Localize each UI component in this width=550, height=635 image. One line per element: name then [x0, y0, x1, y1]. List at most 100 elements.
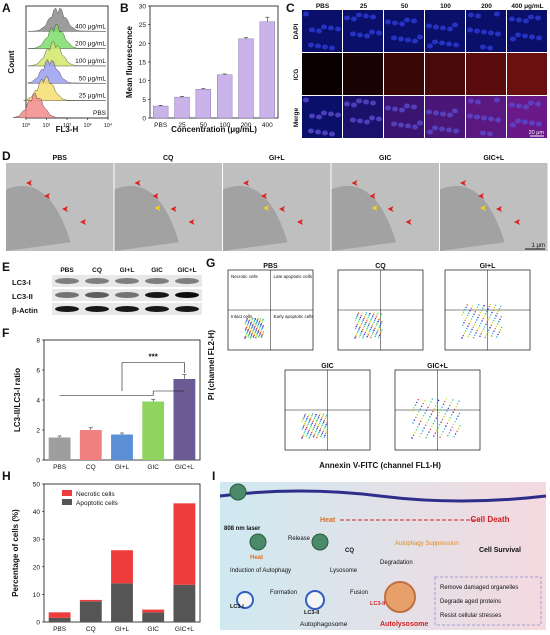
nucleus	[329, 131, 335, 137]
event-dot	[325, 423, 327, 426]
event-dot	[313, 434, 315, 436]
event-dot	[412, 422, 414, 424]
lc3ii-label: LC3-II	[304, 610, 320, 616]
event-dot	[489, 327, 491, 329]
event-dot	[461, 313, 464, 316]
event-dot	[363, 325, 365, 327]
event-dot	[357, 314, 359, 316]
event-dot	[309, 435, 311, 437]
event-dot	[487, 308, 489, 310]
event-dot	[311, 422, 313, 424]
event-dot	[359, 326, 361, 328]
event-dot	[314, 415, 316, 418]
event-dot	[441, 418, 444, 421]
nucleus	[412, 38, 418, 44]
x-axis-title: Concentration (μg/mL)	[171, 125, 257, 134]
event-dot	[354, 327, 357, 329]
event-dot	[455, 406, 457, 408]
red-arrow	[460, 180, 466, 186]
event-dot	[483, 315, 486, 317]
nucleus	[356, 12, 362, 18]
lc3ii-label: LC3-II	[370, 601, 386, 607]
nucleus	[370, 14, 376, 20]
event-dot	[318, 422, 321, 424]
y-tick-label: 0	[142, 116, 146, 123]
event-dot	[475, 332, 477, 334]
event-dot	[307, 414, 310, 416]
histogram-curve	[27, 24, 107, 49]
event-dot	[362, 319, 364, 321]
event-dot	[307, 431, 310, 433]
histogram-label: 100 μg/mL	[75, 58, 106, 65]
event-dot	[411, 410, 414, 412]
event-dot	[321, 417, 323, 419]
event-dot	[255, 335, 258, 337]
nucleus	[329, 45, 335, 51]
event-dot	[427, 419, 430, 421]
nucleus	[529, 34, 535, 40]
event-dot	[370, 319, 372, 321]
event-dot	[259, 319, 261, 321]
nucleus	[322, 44, 328, 50]
event-dot	[494, 328, 496, 330]
y-axis-title: PI (channel FL2-H)	[207, 330, 216, 401]
event-dot	[453, 436, 455, 438]
event-dot	[247, 330, 249, 332]
nucleus	[308, 128, 314, 134]
cq-label: CQ	[345, 548, 354, 554]
event-dot	[250, 334, 253, 336]
event-dot	[496, 323, 499, 325]
red-arrow	[80, 219, 86, 225]
event-dot	[316, 427, 318, 429]
blot-band	[145, 278, 169, 284]
event-dot	[488, 306, 490, 308]
event-dot	[260, 330, 262, 332]
event-dot	[259, 327, 261, 329]
event-dot	[307, 423, 309, 425]
event-dot	[466, 304, 468, 306]
nucleus	[480, 44, 486, 50]
event-dot	[420, 432, 422, 435]
nucleus	[468, 12, 474, 18]
event-dot	[262, 324, 264, 327]
event-dot	[455, 418, 458, 420]
stacked-bar-segment	[173, 584, 196, 622]
nucleus	[432, 125, 438, 131]
event-dot	[312, 420, 314, 423]
event-dot	[418, 411, 420, 413]
event-dot	[255, 323, 257, 325]
event-dot	[367, 334, 369, 336]
event-dot	[252, 336, 255, 338]
autophagosome-label: Autophagosome	[300, 621, 348, 628]
induction-label: Induction of Autophagy	[230, 568, 291, 574]
nucleus	[376, 116, 382, 122]
histogram-label: 400 μg/mL	[75, 23, 106, 30]
event-dot	[468, 312, 470, 314]
y-tick-label: 30	[139, 4, 147, 11]
event-dot	[306, 432, 309, 435]
event-dot	[414, 404, 417, 406]
nucleus	[432, 39, 438, 45]
stacked-bar-segment	[48, 612, 71, 618]
event-dot	[305, 427, 308, 429]
event-dot	[492, 332, 494, 335]
column-label: CQ	[163, 155, 174, 162]
nucleus	[536, 121, 542, 127]
event-dot	[470, 307, 472, 310]
event-dot	[309, 418, 312, 420]
event-dot	[367, 326, 369, 328]
event-dot	[253, 327, 255, 329]
event-dot	[244, 337, 246, 339]
event-dot	[253, 333, 256, 335]
event-dot	[372, 331, 374, 333]
nanoparticle	[311, 533, 329, 551]
heat-label: Heat	[320, 517, 336, 524]
nucleus	[426, 109, 432, 115]
event-dot	[310, 433, 312, 435]
event-dot	[304, 413, 306, 415]
nucleus	[309, 113, 315, 119]
lane-label: PBS	[60, 267, 74, 274]
event-dot	[380, 331, 382, 333]
micrograph-tile	[507, 53, 547, 95]
event-dot	[252, 322, 255, 324]
